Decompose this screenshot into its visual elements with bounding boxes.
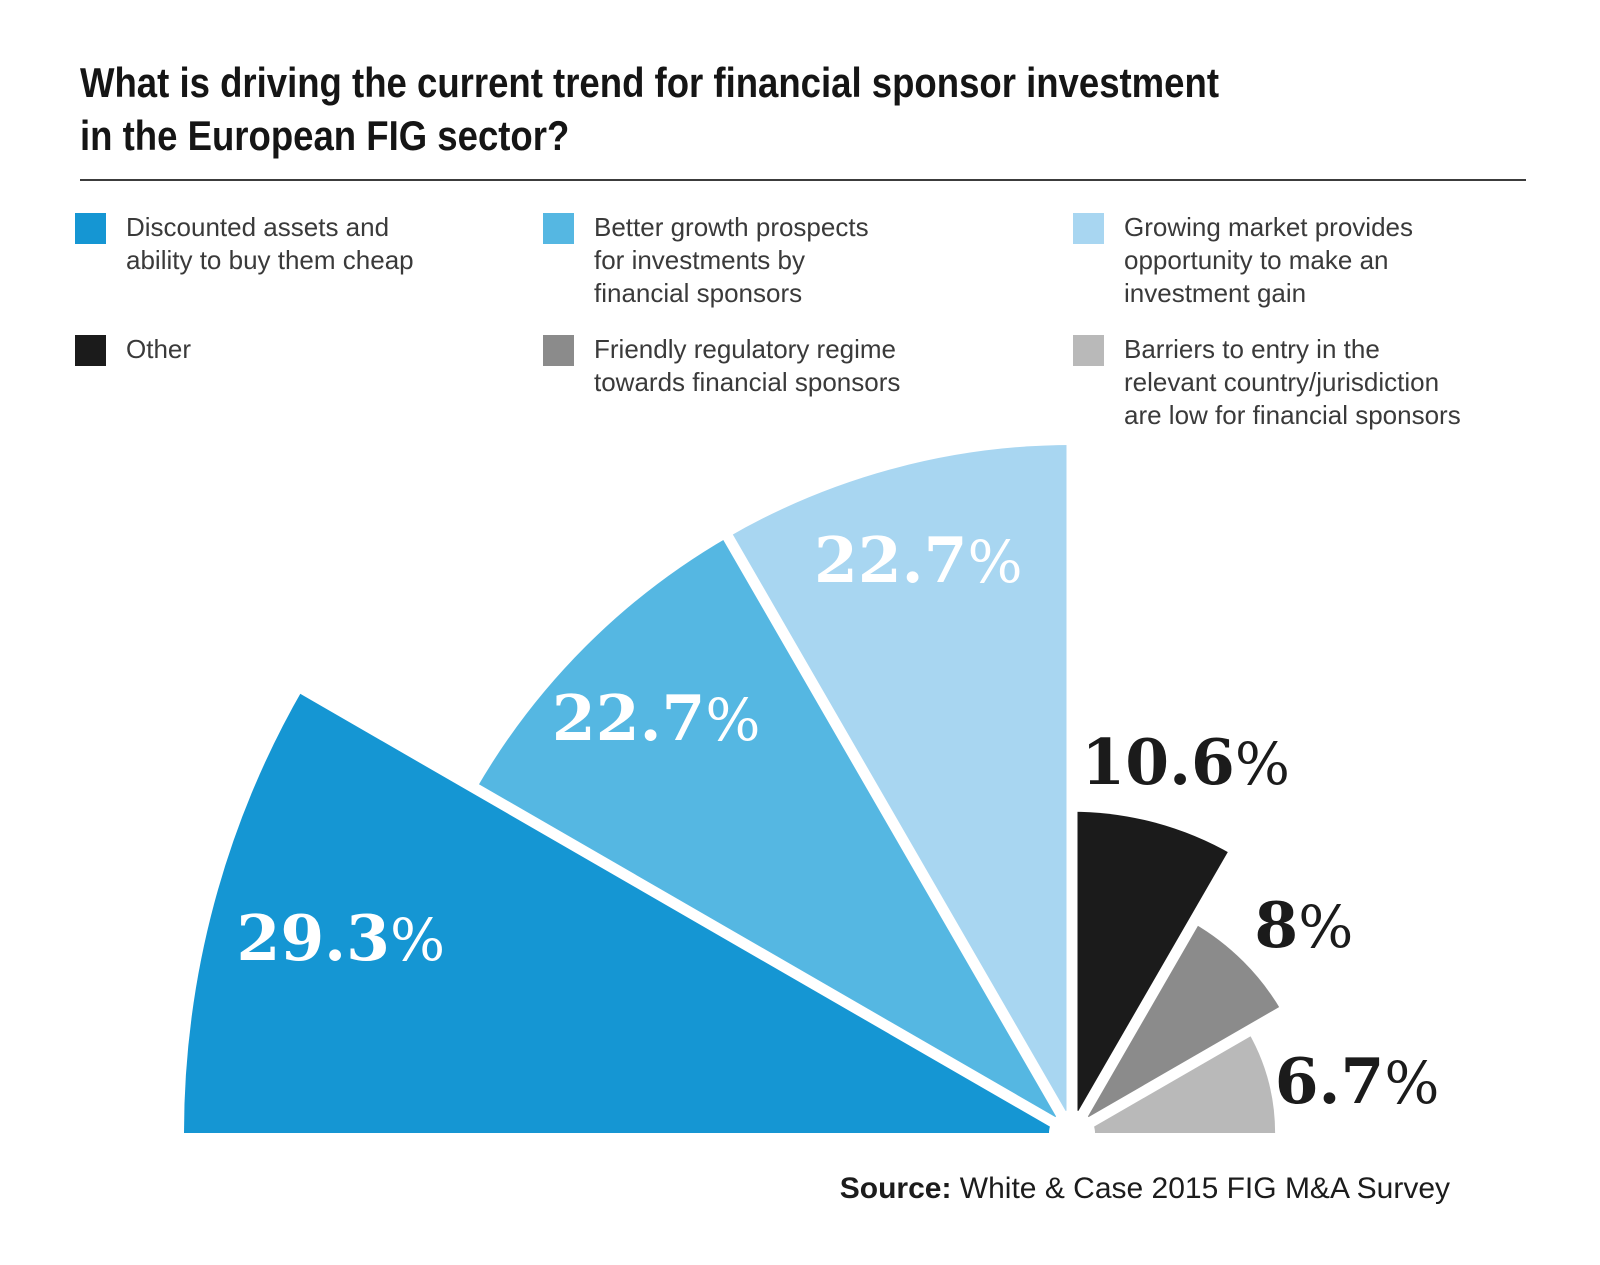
legend-item-growing-market: Growing market provides opportunity to m… [1073,212,1413,310]
slice-value-label-2: 22.7% [814,523,1023,597]
legend-swatch-discounted-assets [75,213,106,244]
legend-item-better-growth: Better growth prospects for investments … [543,212,869,310]
slice-value-label-1: 22.7% [552,681,761,755]
legend-swatch-growing-market [1073,213,1104,244]
page-title-line2: in the European FIG sector? [80,112,570,159]
slice-gap-line [1069,994,1307,1138]
slice-value-label-3: 10.6% [1081,725,1290,799]
slice-value-label-5: 6.7% [1275,1044,1440,1118]
legend-item-other: Other [75,334,192,366]
legend-label: Friendly regulatory regime towards finan… [594,334,901,397]
legend-swatch-other [75,335,106,366]
legend-item-discounted-assets: Discounted assets and ability to buy the… [75,212,414,277]
source-note: Source: White & Case 2015 FIG M&A Survey [840,1172,1450,1206]
legend-label: Discounted assets and ability to buy the… [126,212,414,275]
slice-value-label-4: 8% [1254,888,1353,962]
slice-gap-line [278,671,1075,1138]
legend-label: Growing market provides opportunity to m… [1124,212,1413,308]
legend-label: Better growth prospects for investments … [594,212,869,308]
center-notch [1049,1110,1095,1156]
legend-swatch-friendly-regulatory [543,335,574,366]
title-divider [80,179,1526,181]
legend-swatch-better-growth [543,213,574,244]
fan-slice-1 [476,537,1072,1133]
legend-label: Other [126,334,192,364]
fan-slice-4 [1072,923,1282,1133]
legend-item-friendly-regulatory: Friendly regulatory regime towards finan… [543,334,901,399]
page-title-line1: What is driving the current trend for fi… [80,59,1219,106]
source-prefix: Source: [839,1172,952,1205]
slice-value-label-0: 29.3% [237,901,446,975]
slice-gap-line [710,512,1077,1136]
fan-slice-2 [728,445,1072,1133]
legend-item-barriers-to-entry: Barriers to entry in the relevant countr… [1073,334,1461,432]
slice-gap-line [1067,830,1250,1136]
legend-swatch-barriers-to-entry [1073,335,1104,366]
fan-slice-0 [184,689,1072,1133]
page-title: What is driving the current trend for fi… [80,56,1219,162]
legend-label: Barriers to entry in the relevant countr… [1124,334,1461,430]
source-text: White & Case 2015 FIG M&A Survey [951,1172,1450,1205]
